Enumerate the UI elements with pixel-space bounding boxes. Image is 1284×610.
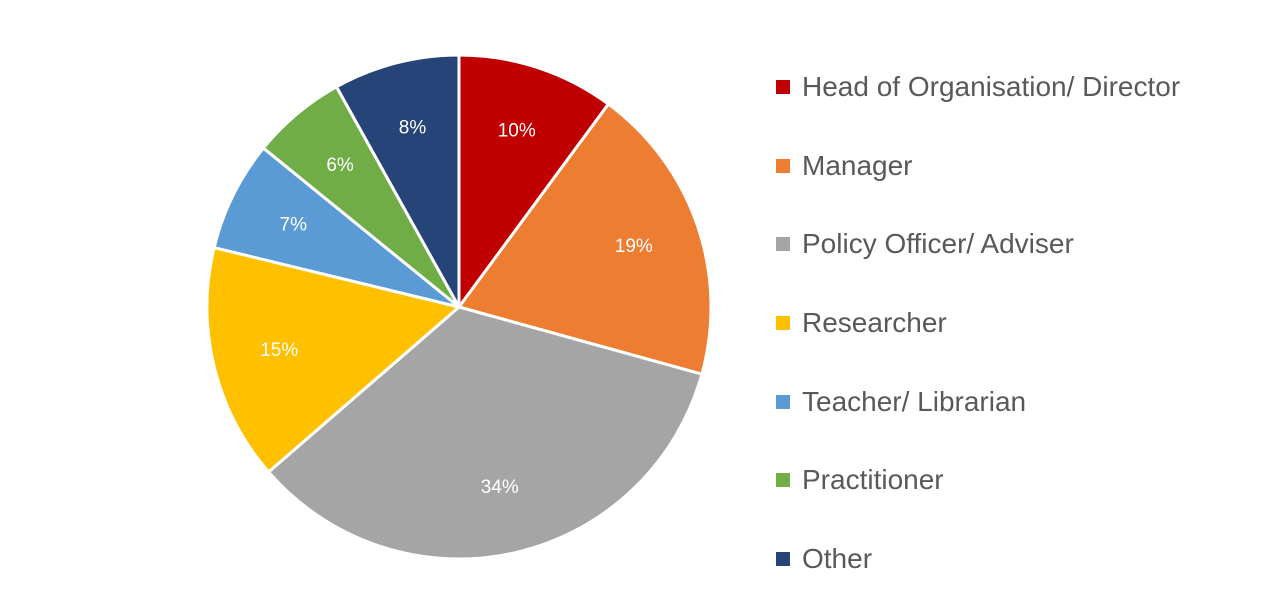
legend-swatch <box>776 394 790 409</box>
pie-slice-teacher-librarian <box>212 146 461 309</box>
legend: Head of Organisation/ Director Manager P… <box>776 48 1276 598</box>
slice-data-label: 15% <box>260 340 298 361</box>
legend-swatch <box>776 473 790 488</box>
pie-plot-area: 10% 19% 34% 15% 7% 6% 8% <box>205 53 713 561</box>
legend-label: Teacher/ Librarian <box>802 385 1027 417</box>
slice-data-label: 10% <box>498 121 536 142</box>
legend-label: Other <box>802 542 873 574</box>
legend-item-practitioner: Practitioner <box>776 441 1276 520</box>
slice-data-label: 8% <box>399 117 427 138</box>
legend-item-manager: Manager <box>776 127 1276 206</box>
pie-slice-researcher <box>205 246 461 474</box>
legend-swatch <box>776 158 790 173</box>
legend-label: Head of Organisation/ Director <box>802 71 1181 103</box>
legend-item-other: Other <box>776 520 1276 599</box>
pie-slice-manager <box>457 102 713 376</box>
slice-data-label: 7% <box>280 214 308 235</box>
legend-swatch <box>776 551 790 566</box>
legend-label: Manager <box>802 149 913 181</box>
legend-item-head-of-organisation: Head of Organisation/ Director <box>776 48 1276 127</box>
legend-swatch <box>776 316 790 331</box>
slice-data-label: 19% <box>615 236 653 257</box>
legend-item-researcher: Researcher <box>776 284 1276 363</box>
pie-slice-head-of-organisation-director <box>457 53 610 309</box>
slice-data-label: 34% <box>481 477 519 498</box>
legend-item-teacher-librarian: Teacher/ Librarian <box>776 362 1276 441</box>
legend-label: Researcher <box>802 307 947 339</box>
legend-item-policy-officer: Policy Officer/ Adviser <box>776 205 1276 284</box>
pie-slice-other <box>334 53 461 309</box>
legend-swatch <box>776 80 790 95</box>
slice-data-label: 6% <box>326 155 354 176</box>
legend-label: Practitioner <box>802 464 944 496</box>
pie-slice-policy-officer-adviser <box>267 305 704 561</box>
legend-swatch <box>776 237 790 252</box>
legend-label: Policy Officer/ Adviser <box>802 228 1074 260</box>
